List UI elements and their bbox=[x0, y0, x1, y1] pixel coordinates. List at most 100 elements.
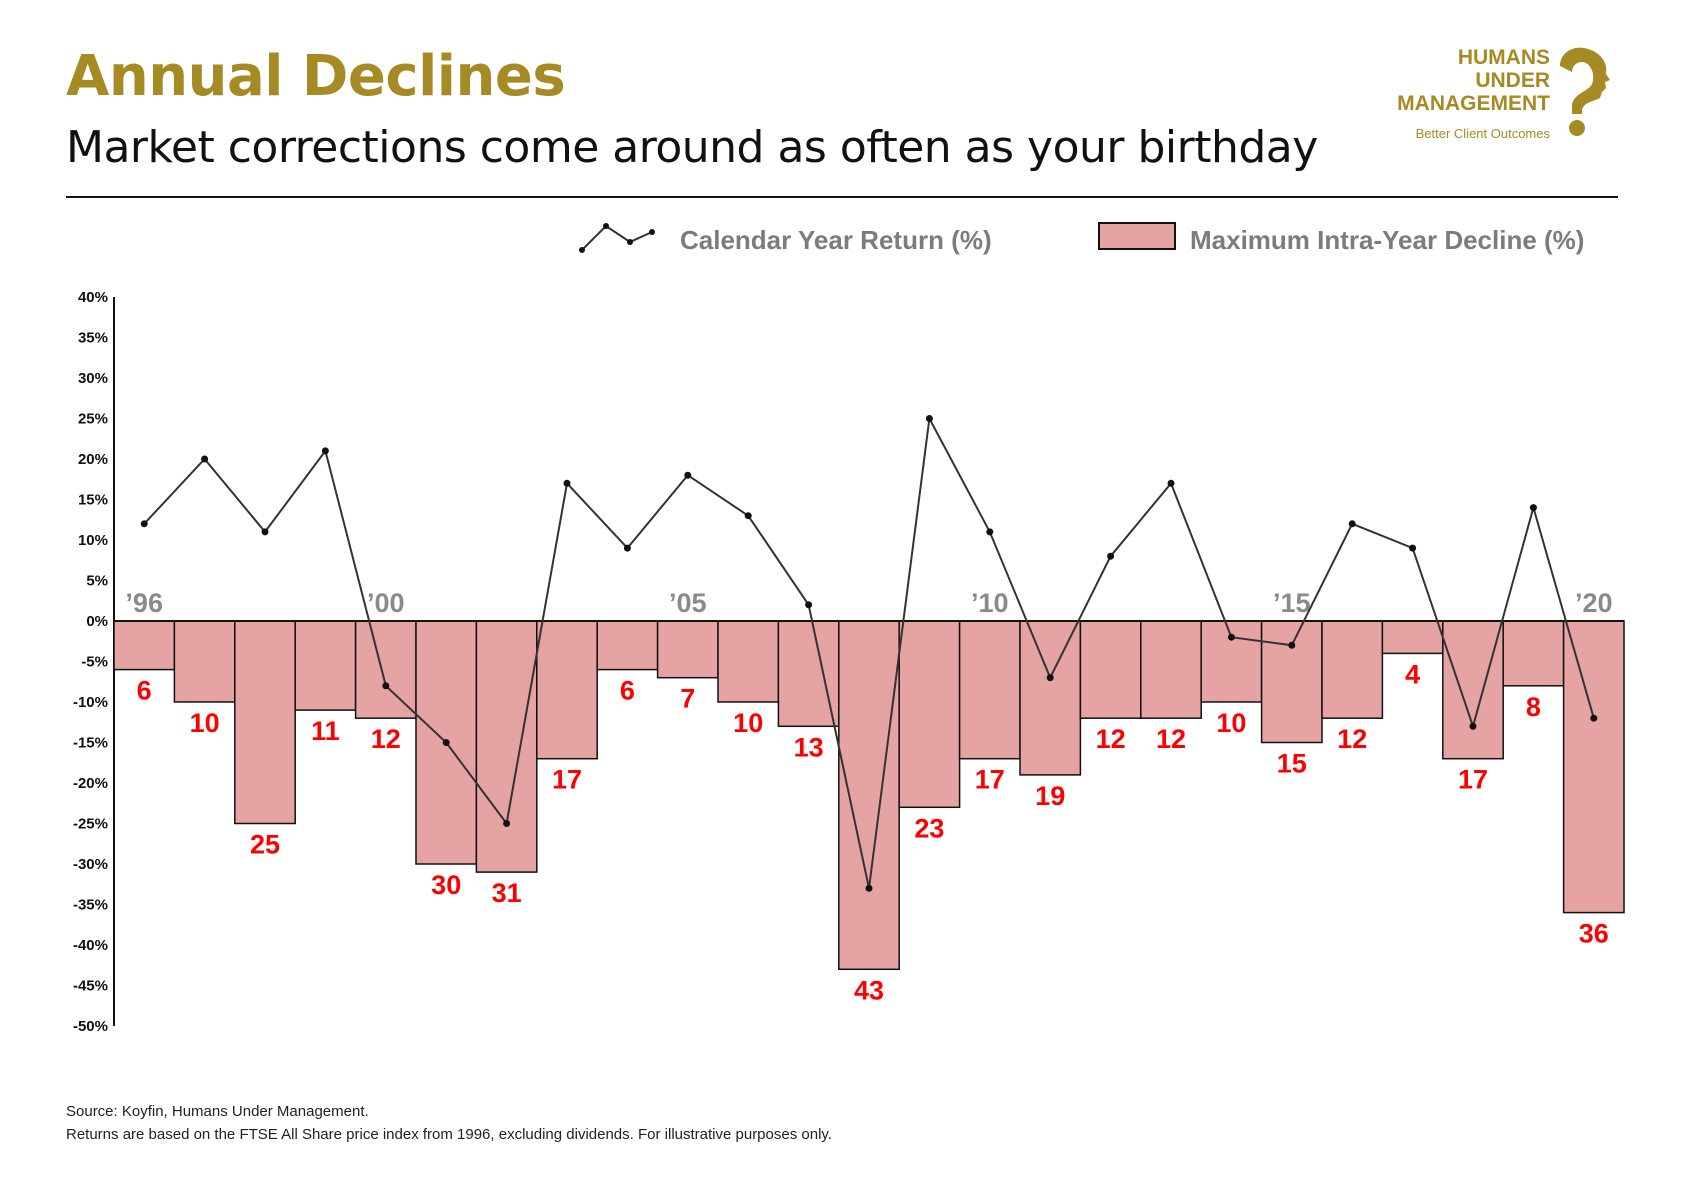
year-label: ’96 bbox=[125, 588, 163, 618]
return-point bbox=[684, 471, 692, 479]
return-point bbox=[865, 884, 873, 892]
y-tick-label: 25% bbox=[78, 411, 108, 428]
decline-value-label: 10 bbox=[1216, 708, 1246, 738]
logo-line-1: HUMANS bbox=[1457, 46, 1550, 69]
chart-plot: 40% 35% 30% 25% 20% 15% 10% 5% 0% -5% -10% -15% -20%… bbox=[73, 289, 1625, 1035]
y-tick-label: 15% bbox=[78, 492, 108, 509]
decline-bar bbox=[1442, 620, 1504, 760]
decline-bar bbox=[1140, 620, 1202, 719]
return-point bbox=[1288, 641, 1296, 649]
decline-value-label: 6 bbox=[620, 676, 635, 706]
return-point bbox=[1107, 552, 1115, 560]
legend-bar-label: Maximum Intra-Year Decline (%) bbox=[1190, 225, 1585, 255]
year-label: ’20 bbox=[1575, 588, 1613, 618]
decline-value-label: 12 bbox=[371, 724, 401, 754]
decline-bar bbox=[1019, 620, 1082, 776]
decline-bar bbox=[656, 620, 719, 679]
decline-bar bbox=[1502, 620, 1565, 687]
return-point bbox=[1227, 633, 1235, 641]
decline-bar bbox=[958, 620, 1021, 760]
legend-bar-swatch bbox=[1098, 222, 1176, 250]
y-tick-label: 40% bbox=[78, 289, 108, 306]
decline-value-label: 31 bbox=[492, 878, 522, 908]
decline-value-label: 6 bbox=[137, 676, 152, 706]
decline-value-label: 17 bbox=[975, 765, 1005, 795]
decline-bar bbox=[1321, 620, 1384, 719]
decline-bar bbox=[596, 620, 659, 671]
decline-bar bbox=[536, 620, 598, 760]
question-mark-head-icon bbox=[1560, 47, 1610, 136]
decline-value-label: 8 bbox=[1526, 692, 1541, 722]
return-point bbox=[1348, 520, 1356, 528]
decline-bar bbox=[475, 620, 538, 873]
legend-line-icon bbox=[579, 223, 655, 253]
return-point bbox=[201, 455, 209, 463]
y-tick-label: -5% bbox=[81, 654, 108, 671]
y-tick-label: 20% bbox=[78, 451, 108, 468]
decline-value-label: 23 bbox=[914, 813, 944, 843]
decline-bar bbox=[838, 620, 900, 971]
return-point bbox=[1409, 544, 1417, 552]
y-tick-label: -35% bbox=[73, 897, 108, 914]
return-point bbox=[623, 544, 631, 552]
decline-bar bbox=[113, 620, 176, 671]
return-point bbox=[503, 820, 511, 827]
return-point bbox=[744, 512, 752, 520]
year-label: ’15 bbox=[1273, 588, 1311, 618]
year-label: ’00 bbox=[367, 588, 405, 618]
return-point bbox=[1469, 722, 1477, 730]
decline-value-label: 12 bbox=[1337, 724, 1367, 754]
decline-bar bbox=[1562, 620, 1625, 914]
decline-value-label: 12 bbox=[1156, 724, 1186, 754]
decline-value-label: 43 bbox=[854, 975, 884, 1005]
decline-value-label: 19 bbox=[1035, 781, 1065, 811]
decline-bar bbox=[173, 620, 236, 703]
y-tick-label: -15% bbox=[73, 735, 108, 752]
brand-logo: HUMANS UNDER MANAGEMENT Better Client Ou… bbox=[1370, 46, 1620, 146]
return-point bbox=[1167, 479, 1175, 487]
decline-bar bbox=[898, 620, 961, 809]
decline-value-label: 36 bbox=[1579, 919, 1609, 949]
decline-value-label: 10 bbox=[733, 708, 763, 738]
decline-bar bbox=[1381, 620, 1444, 655]
y-tick-label: 35% bbox=[78, 330, 108, 347]
decline-value-label: 30 bbox=[431, 870, 461, 900]
decline-value-label: 7 bbox=[680, 684, 695, 714]
return-point bbox=[925, 415, 933, 422]
decline-value-label: 17 bbox=[552, 765, 582, 795]
return-point bbox=[1529, 504, 1537, 512]
y-tick-label: 30% bbox=[78, 370, 108, 387]
y-tick-label: -25% bbox=[73, 816, 108, 833]
logo-line-3: MANAGEMENT bbox=[1397, 92, 1550, 115]
year-label: ’10 bbox=[971, 588, 1009, 618]
header-divider bbox=[66, 196, 1618, 198]
decline-value-label: 10 bbox=[190, 708, 220, 738]
decline-value-label: 4 bbox=[1405, 659, 1420, 689]
return-point bbox=[321, 447, 329, 455]
decline-bar bbox=[717, 620, 780, 703]
decline-value-label: 15 bbox=[1277, 749, 1307, 779]
y-tick-label: 10% bbox=[78, 532, 108, 549]
decline-value-label: 17 bbox=[1458, 765, 1488, 795]
y-tick-label: -10% bbox=[73, 694, 108, 711]
y-tick-label: -50% bbox=[73, 1018, 108, 1035]
return-point bbox=[986, 528, 994, 536]
y-tick-label: -45% bbox=[73, 978, 108, 995]
decline-bar bbox=[1260, 620, 1323, 744]
footer-note: Returns are based on the FTSE All Share … bbox=[66, 1126, 832, 1143]
decline-bar bbox=[777, 620, 840, 728]
logo-tagline: Better Client Outcomes bbox=[1415, 126, 1550, 141]
return-point bbox=[563, 479, 571, 487]
return-point bbox=[261, 528, 269, 536]
year-label: ’05 bbox=[669, 588, 707, 618]
y-tick-label: -30% bbox=[73, 856, 108, 873]
y-tick-label: -20% bbox=[73, 775, 108, 792]
y-tick-label: 0% bbox=[86, 613, 108, 630]
decline-value-label: 25 bbox=[250, 830, 280, 860]
chart-title: Annual Declines bbox=[66, 44, 566, 109]
decline-value-label: 12 bbox=[1096, 724, 1126, 754]
return-point bbox=[442, 739, 450, 746]
logo-wordmark: HUMANS UNDER MANAGEMENT bbox=[1397, 46, 1550, 115]
legend-line-label: Calendar Year Return (%) bbox=[680, 225, 992, 255]
decline-bar bbox=[1200, 620, 1263, 703]
